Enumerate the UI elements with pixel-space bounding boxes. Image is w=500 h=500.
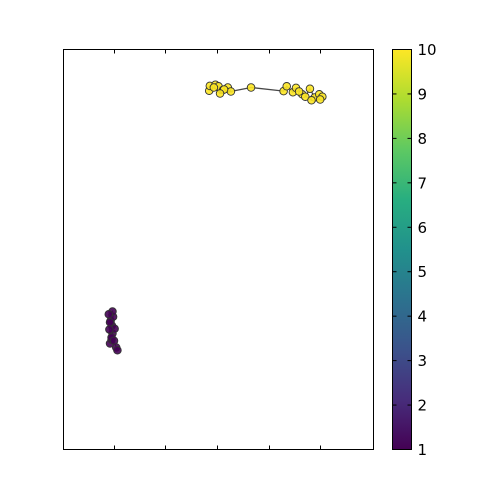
colorbar-tick-label: 9 bbox=[418, 85, 428, 103]
colorbar-tick-label: 8 bbox=[418, 130, 428, 148]
data-point bbox=[114, 347, 122, 355]
colorbar-tick-label: 3 bbox=[418, 352, 428, 370]
data-point bbox=[105, 311, 113, 319]
colorbar-tick-label: 4 bbox=[418, 308, 428, 326]
data-point bbox=[308, 97, 316, 105]
data-point bbox=[306, 85, 314, 93]
plot-frame bbox=[64, 50, 374, 450]
colorbar bbox=[393, 50, 412, 450]
data-point bbox=[316, 96, 324, 104]
data-point bbox=[210, 84, 218, 92]
colorbar-tick-label: 5 bbox=[418, 263, 428, 281]
data-point bbox=[247, 84, 255, 92]
colorbar-tick-label: 7 bbox=[418, 174, 428, 192]
data-point bbox=[106, 326, 114, 334]
colorbar-tick-label: 2 bbox=[418, 397, 428, 415]
data-point bbox=[295, 88, 303, 96]
colorbar-tick-label: 1 bbox=[418, 441, 428, 459]
colorbar-tick-label: 10 bbox=[418, 41, 437, 59]
data-point bbox=[216, 90, 224, 98]
data-point bbox=[283, 83, 291, 91]
data-point bbox=[106, 319, 114, 327]
colorbar-tick-label: 6 bbox=[418, 219, 428, 237]
